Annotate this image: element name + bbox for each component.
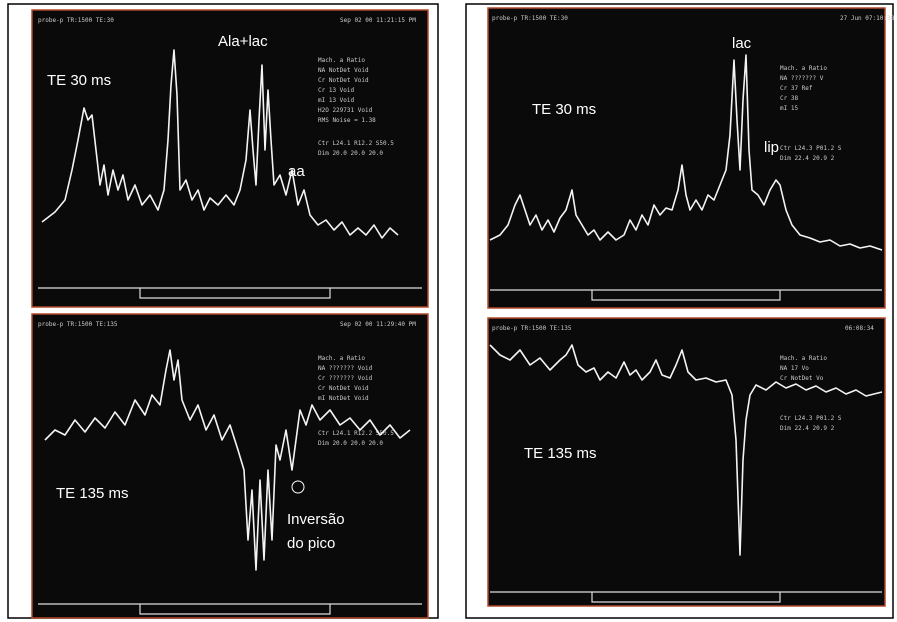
screen-text: probe-p TR:1500 TE:135 — [38, 321, 118, 328]
peak-label: lip — [764, 139, 779, 156]
shape — [32, 10, 428, 307]
screen-text: Cr 38 — [780, 95, 798, 102]
panel-right-bottom: probe-p TR:1500 TE:135 06:08:34 Mach. a … — [488, 318, 885, 606]
screen-text: NA ??????? Void — [318, 365, 373, 372]
peak-label: aa — [288, 163, 305, 180]
screen-text: Ctr L24.1 R12.2 S50.5 — [318, 140, 394, 147]
screen-text: mI NotDet Void — [318, 395, 369, 402]
screen-text: Mach. a Ratio — [780, 355, 827, 362]
annotation: do pico — [287, 535, 335, 552]
screen-text: probe-p TR:1500 TE:30 — [38, 17, 114, 24]
screen-text: probe-p TR:1500 TE:30 — [492, 15, 568, 22]
screen-text: NA NotDet Void — [318, 67, 369, 74]
peak-label: Ala+lac — [218, 33, 268, 50]
screen-text: probe-p TR:1500 TE:135 — [492, 325, 572, 332]
screen-text: Cr ??????? Void — [318, 375, 373, 382]
screen-text: Cr 37 Ref — [780, 85, 813, 92]
screen-text: NA 17 Vo — [780, 365, 809, 372]
screen-text: Sep 02 00 11:29:40 PM — [340, 321, 416, 328]
panel-right-top: probe-p TR:1500 TE:30 27 Jun 07:10:38 Ma… — [488, 8, 895, 308]
echo-time: TE 30 ms — [47, 72, 111, 89]
screen-text: NA ??????? V — [780, 75, 824, 82]
screen-text: Ctr L24.3 P01.2 S — [780, 145, 842, 152]
echo-time: TE 30 ms — [532, 101, 596, 118]
screen-text: Ctr L24.1 R12.2 S50.5 — [318, 430, 394, 437]
screen-text: Cr NotDet Void — [318, 77, 369, 84]
peak-label: lac — [732, 35, 752, 52]
screen-text: Dim 22.4 20.9 2 — [780, 425, 835, 432]
screen-text: Dim 20.0 20.0 20.0 — [318, 150, 383, 157]
echo-time: TE 135 ms — [524, 445, 597, 462]
figure: probe-p TR:1500 TE:30 Sep 02 00 11:21:15… — [0, 0, 897, 622]
screen-text: Dim 20.0 20.0 20.0 — [318, 440, 383, 447]
screen-text: Cr 13 Void — [318, 87, 355, 94]
screen-text: Cr NotDet Vo — [780, 375, 824, 382]
screen-text: 27 Jun 07:10:38 — [840, 15, 895, 22]
shape — [32, 314, 428, 618]
screen-text: Cr NotDet Void — [318, 385, 369, 392]
screen-text: RMS Noise = 1.38 — [318, 117, 376, 124]
screen-text: Mach. a Ratio — [780, 65, 827, 72]
panel-left-bottom: probe-p TR:1500 TE:135 Sep 02 00 11:29:4… — [32, 314, 428, 618]
screen-text: mI 13 Void — [318, 97, 355, 104]
screen-text: Mach. a Ratio — [318, 57, 365, 64]
screen-text: H2O 229731 Void — [318, 107, 373, 114]
screen-text: mI 15 — [780, 105, 798, 112]
annotation: Inversão — [287, 511, 345, 528]
echo-time: TE 135 ms — [56, 485, 129, 502]
screen-text: 06:08:34 — [845, 325, 874, 332]
screen-text: Dim 22.4 20.9 2 — [780, 155, 835, 162]
screen-text: Mach. a Ratio — [318, 355, 365, 362]
screen-text: Ctr L24.3 P01.2 S — [780, 415, 842, 422]
screen-text: Sep 02 00 11:21:15 PM — [340, 17, 416, 24]
panel-left-top: probe-p TR:1500 TE:30 Sep 02 00 11:21:15… — [32, 10, 428, 307]
